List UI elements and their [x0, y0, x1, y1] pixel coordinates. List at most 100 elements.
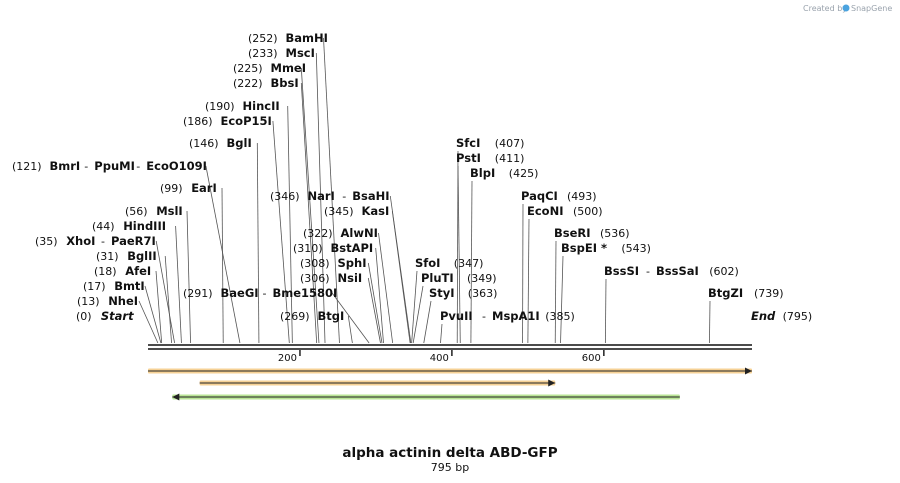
site-position: (363): [468, 287, 498, 300]
leader-line: [256, 142, 260, 344]
enzyme-name: BglI: [227, 136, 252, 150]
site-position: (345): [324, 205, 354, 218]
enzyme-nhei: (13) NheI: [77, 294, 138, 308]
enzyme-name: PstI: [456, 151, 481, 165]
site-position: (310): [293, 242, 323, 255]
leader-line: [347, 315, 353, 344]
enzyme-name: MmeI: [271, 61, 307, 75]
leader-line: [367, 277, 381, 344]
enzyme-bglii: (31) BglII: [96, 249, 157, 263]
enzyme-name: SfcI: [456, 136, 480, 150]
leader-line: [138, 300, 159, 344]
separator: -: [482, 310, 486, 323]
enzyme-name: NheI: [108, 294, 138, 308]
tick-label: 200: [278, 353, 297, 364]
leader-line: [300, 67, 320, 344]
enzyme-name: Start: [101, 309, 134, 323]
enzyme-bbsi: (222) BbsI: [233, 76, 299, 90]
tick-label: 600: [582, 353, 601, 364]
enzyme-name: PluTI: [421, 271, 454, 285]
enzyme-name: NsiI: [338, 271, 363, 285]
enzyme-nari: (346) NarI - BsaHI: [270, 189, 390, 203]
leader-line: [164, 255, 172, 344]
site-position: (44): [92, 220, 115, 233]
feature-3: [172, 393, 680, 401]
site-position: (308): [300, 257, 330, 270]
enzyme-ecop15i: (186) EcoP15I: [183, 114, 272, 128]
site-position: (795): [783, 310, 813, 323]
enzyme-eari: (99) EarI: [160, 181, 217, 195]
site-position: (500): [573, 205, 603, 218]
enzyme-name-alt: BssSaI: [656, 264, 699, 278]
enzyme-name-alt: Bme1580I: [273, 286, 338, 300]
enzyme-name: MscI: [286, 46, 315, 60]
enzyme-name: EcoP15I: [221, 114, 272, 128]
leader-line: [186, 210, 191, 344]
leader-line: [709, 300, 711, 344]
enzyme-name: BssSI: [604, 264, 639, 278]
enzyme-name: NarI: [308, 189, 335, 203]
site-position: (17): [83, 280, 106, 293]
enzyme-name: End: [751, 309, 776, 323]
site-position: (536): [600, 227, 630, 240]
enzyme-name: BseRI: [554, 226, 591, 240]
enzyme-name: XhoI: [66, 234, 95, 248]
site-position: (252): [248, 32, 278, 45]
site-position: (347): [454, 257, 484, 270]
enzyme-pvuii: PvuII - MspA1I (385): [440, 309, 575, 323]
separator: -: [342, 190, 346, 203]
enzyme-msci: (233) MscI: [248, 46, 315, 60]
enzyme-afei: (18) AfeI: [94, 264, 151, 278]
leader-line: [155, 240, 175, 344]
leader-line: [604, 278, 607, 344]
site-position: (349): [467, 272, 497, 285]
enzyme-name-alt: EcoO109I: [146, 159, 207, 173]
enzyme-name: BlpI: [470, 166, 495, 180]
site-position: (739): [754, 287, 784, 300]
enzyme-pluti: PluTI (349): [421, 271, 497, 285]
enzyme-bseri: BseRI (536): [554, 226, 630, 240]
leader-line: [315, 52, 326, 344]
leader-line: [221, 187, 224, 344]
enzyme-bmti: (17) BmtI: [83, 279, 145, 293]
leader-line: [323, 37, 340, 344]
enzyme-hincii: (190) HincII: [205, 99, 280, 113]
enzyme-bamhi: (252) BamHI: [248, 31, 328, 45]
enzyme-psti: PstI (411): [456, 151, 524, 165]
enzyme-name: EarI: [191, 181, 217, 195]
enzyme-blpi: BlpI (425): [470, 166, 538, 180]
leader-line: [412, 285, 424, 344]
enzyme-name: BtgZI: [708, 286, 743, 300]
site-position: (602): [709, 265, 739, 278]
site-position: (225): [233, 62, 263, 75]
leader-line: [554, 240, 557, 344]
enzyme-name: BamHI: [286, 31, 328, 45]
leader-line: [175, 225, 182, 344]
site-position: (31): [96, 250, 119, 263]
enzyme-name: SfoI: [415, 256, 440, 270]
site-position: (322): [303, 227, 333, 240]
site-position: (425): [509, 167, 539, 180]
separator: -: [646, 265, 650, 278]
site-position: (35): [35, 235, 58, 248]
enzyme-sfoi: SfoI (347): [415, 256, 483, 270]
leader-line: [367, 262, 383, 344]
leader-line: [457, 165, 461, 344]
feature-2: [199, 379, 556, 387]
leader-line: [560, 255, 564, 344]
enzyme-nsii: (306) NsiI: [300, 271, 362, 285]
enzyme-baegi: (291) BaeGI - Bme1580I: [183, 286, 337, 300]
site-position: (306): [300, 272, 330, 285]
enzyme-bgli: (146) BglI: [189, 136, 252, 150]
scale-ticks: 200 400 600: [278, 350, 605, 364]
enzyme-mmei: (225) MmeI: [233, 61, 306, 75]
site-position: (186): [183, 115, 213, 128]
enzyme-name: BtgI: [318, 309, 345, 323]
map-length: 795 bp: [431, 461, 469, 474]
leader-line: [391, 210, 411, 344]
site-position: (190): [205, 100, 235, 113]
snapgene-credit: Created by SnapGene: [803, 4, 892, 13]
enzyme-name: EcoNI: [527, 204, 563, 218]
arrowhead-icon: [172, 393, 180, 401]
enzyme-name: SphI: [338, 256, 367, 270]
